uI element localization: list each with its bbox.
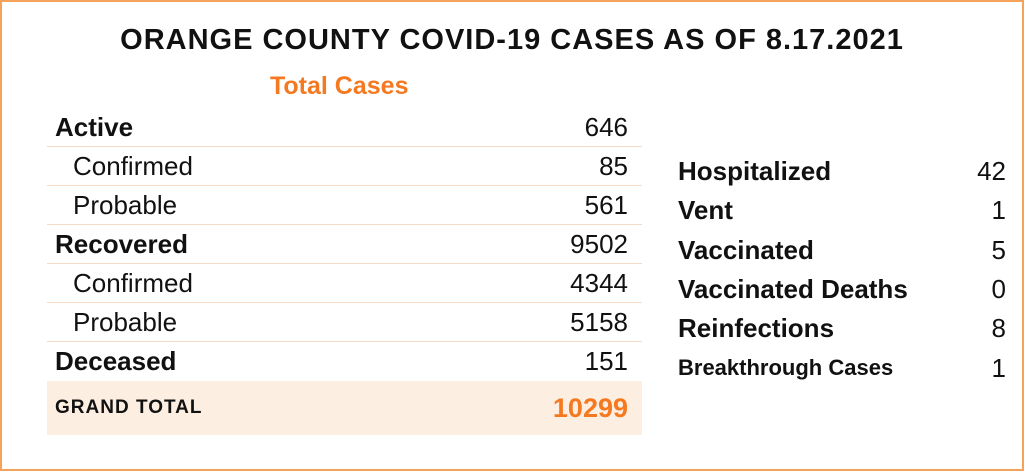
case-row-recovered: Recovered 9502 (47, 225, 642, 264)
case-label: Deceased (55, 346, 177, 376)
case-label: Confirmed (73, 150, 193, 181)
cases-table: Active 646 Confirmed 85 Probable 561 Rec… (47, 108, 642, 435)
case-row-recovered-confirmed: Confirmed 4344 (47, 264, 642, 303)
case-row-deceased: Deceased 151 (47, 342, 642, 381)
stat-row-breakthrough: Breakthrough Cases 1 (678, 348, 1006, 387)
stat-row-vaccinated: Vaccinated 5 (678, 231, 1006, 270)
case-value: 646 (584, 111, 628, 142)
stat-row-reinfections: Reinfections 8 (678, 309, 1006, 348)
stat-label: Vaccinated (678, 234, 814, 265)
case-value: 9502 (570, 228, 628, 259)
case-label: Active (55, 111, 134, 142)
case-value: 4344 (570, 267, 628, 298)
case-label: Confirmed (73, 267, 193, 298)
grand-total-label: GRAND TOTAL (55, 397, 203, 418)
stat-label: Vaccinated Deaths (678, 274, 908, 305)
case-row-active-confirmed: Confirmed 85 (47, 147, 642, 186)
case-label: Recovered (55, 228, 188, 259)
stat-label: Breakthrough Cases (678, 355, 894, 381)
stats-table: Hospitalized 42 Vent 1 Vaccinated 5 Vacc… (678, 152, 1006, 388)
stat-value: 8 (991, 313, 1006, 344)
stat-value: 5 (991, 234, 1006, 265)
case-row-recovered-probable: Probable 5158 (47, 303, 642, 342)
stat-value: 1 (991, 195, 1006, 226)
case-value: 5158 (570, 306, 628, 337)
stat-value: 0 (991, 274, 1006, 305)
stat-label: Vent (678, 195, 733, 226)
stat-value: 42 (977, 156, 1006, 187)
stat-row-vent: Vent 1 (678, 191, 1006, 230)
grand-total-row: GRAND TOTAL 10299 (47, 381, 642, 435)
stat-row-hospitalized: Hospitalized 42 (678, 152, 1006, 191)
stat-label: Reinfections (678, 313, 835, 344)
total-cases-heading: Total Cases (270, 72, 409, 100)
case-row-active: Active 646 (47, 108, 642, 147)
case-label: Probable (73, 189, 178, 220)
case-row-active-probable: Probable 561 (47, 186, 642, 225)
case-value: 151 (584, 346, 628, 376)
stat-row-vaccinated-deaths: Vaccinated Deaths 0 (678, 270, 1006, 309)
stat-value: 1 (991, 352, 1006, 383)
page-title: ORANGE COUNTY COVID-19 CASES AS OF 8.17.… (120, 24, 904, 56)
case-value: 561 (584, 189, 628, 220)
grand-total-value: 10299 (552, 392, 628, 423)
stat-label: Hospitalized (678, 156, 832, 187)
case-value: 85 (599, 150, 628, 181)
case-label: Probable (73, 306, 178, 337)
